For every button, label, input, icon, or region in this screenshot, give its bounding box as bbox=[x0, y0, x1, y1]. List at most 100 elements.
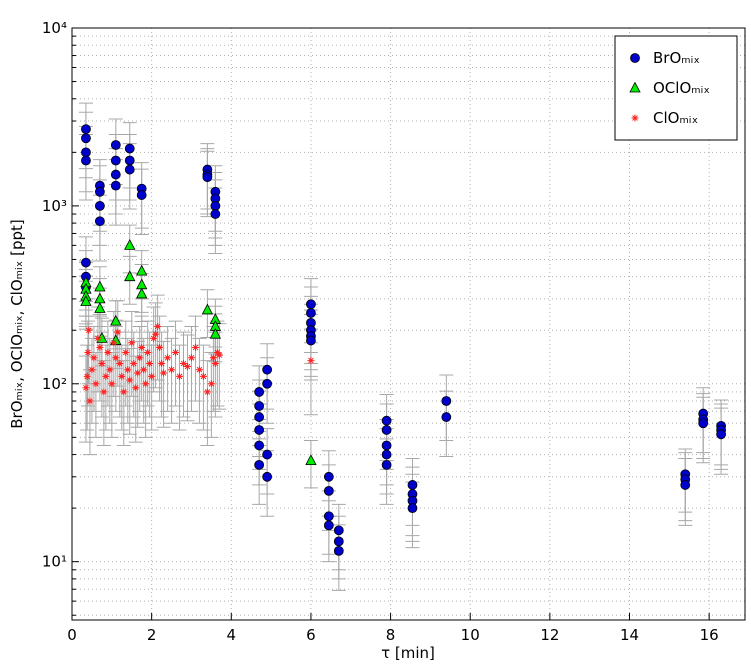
error-bar bbox=[160, 325, 175, 412]
point bbox=[104, 348, 112, 356]
marks bbox=[78, 102, 729, 591]
point bbox=[323, 471, 334, 482]
point bbox=[138, 343, 146, 351]
y-tick-label: 10⁴ bbox=[42, 19, 67, 37]
point bbox=[164, 354, 172, 362]
point bbox=[323, 511, 334, 522]
error-bar bbox=[184, 325, 199, 412]
point bbox=[106, 366, 114, 374]
point bbox=[211, 360, 219, 368]
plot-frame bbox=[71, 27, 746, 621]
point bbox=[262, 364, 273, 375]
point bbox=[146, 360, 154, 368]
point bbox=[81, 257, 91, 268]
point bbox=[81, 124, 91, 135]
point bbox=[306, 299, 316, 310]
point bbox=[203, 388, 211, 396]
point bbox=[168, 366, 176, 374]
error-bar bbox=[148, 302, 163, 389]
point bbox=[94, 280, 106, 292]
x-tick-label: 10 bbox=[461, 626, 480, 644]
legend: BrOₘᵢₓ OClOₘᵢₓ ClOₘᵢₓ bbox=[614, 35, 738, 141]
point bbox=[108, 380, 116, 388]
point bbox=[195, 366, 203, 374]
error-bar bbox=[696, 396, 711, 464]
error-bar bbox=[134, 315, 149, 402]
point bbox=[110, 314, 122, 326]
point bbox=[128, 339, 136, 347]
point bbox=[215, 351, 223, 359]
point bbox=[84, 348, 92, 356]
error-bar bbox=[122, 347, 137, 435]
point bbox=[210, 209, 221, 219]
axes: 10¹ 10² 10³ 10⁴ 0 2 4 6 8 10 12 14 16 bbox=[42, 19, 719, 644]
y-axis-label: BrOₘᵢₓ, OClOₘᵢₓ, ClOₘᵢₓ [ppt] bbox=[8, 219, 26, 429]
point bbox=[306, 308, 316, 318]
y-tick-label: 10² bbox=[42, 375, 67, 393]
error-bar bbox=[321, 500, 336, 563]
point bbox=[94, 302, 106, 313]
point bbox=[333, 536, 344, 547]
point bbox=[441, 396, 452, 406]
point bbox=[305, 454, 317, 465]
point bbox=[209, 327, 222, 339]
point bbox=[156, 343, 164, 351]
point bbox=[262, 378, 273, 389]
point bbox=[680, 480, 691, 490]
error-bar bbox=[180, 334, 195, 422]
point bbox=[83, 372, 91, 380]
point bbox=[180, 360, 188, 368]
point bbox=[124, 366, 132, 374]
point bbox=[262, 449, 273, 460]
legend-label: ClOₘᵢₓ bbox=[653, 109, 698, 127]
point bbox=[152, 330, 160, 338]
point bbox=[254, 401, 265, 411]
point bbox=[150, 334, 158, 342]
point bbox=[254, 440, 265, 451]
point bbox=[110, 169, 121, 180]
error-bar bbox=[98, 344, 113, 431]
point bbox=[381, 449, 392, 460]
y-tick-label: 10¹ bbox=[42, 553, 67, 571]
point bbox=[82, 384, 90, 392]
point bbox=[130, 360, 138, 368]
point bbox=[90, 354, 98, 362]
x-tick-label: 8 bbox=[386, 626, 396, 644]
point bbox=[381, 425, 392, 435]
point bbox=[154, 322, 162, 330]
point bbox=[132, 384, 140, 392]
point bbox=[94, 186, 105, 197]
point bbox=[172, 348, 180, 356]
point bbox=[124, 238, 136, 250]
legend-marker bbox=[629, 81, 641, 93]
point bbox=[124, 143, 135, 154]
x-tick-label: 16 bbox=[700, 626, 719, 644]
point bbox=[81, 147, 91, 158]
point bbox=[142, 380, 150, 388]
point bbox=[122, 348, 130, 356]
point bbox=[124, 164, 135, 175]
point bbox=[110, 180, 121, 191]
error-bar bbox=[331, 524, 346, 591]
point bbox=[254, 387, 265, 397]
error-bar bbox=[164, 337, 179, 424]
error-bar bbox=[78, 355, 93, 443]
point bbox=[407, 503, 418, 514]
point bbox=[114, 328, 122, 336]
point bbox=[307, 357, 315, 365]
point bbox=[112, 354, 120, 362]
point bbox=[323, 520, 334, 531]
point bbox=[716, 429, 727, 440]
point bbox=[81, 155, 91, 166]
point bbox=[148, 372, 156, 380]
point bbox=[254, 412, 265, 422]
error-bar bbox=[172, 344, 187, 431]
point bbox=[199, 372, 207, 380]
point bbox=[136, 264, 148, 276]
y-tick-label: 10³ bbox=[42, 197, 67, 215]
x-tick-label: 12 bbox=[540, 626, 559, 644]
point bbox=[94, 200, 105, 211]
x-tick-label: 2 bbox=[147, 626, 157, 644]
point bbox=[81, 133, 91, 144]
